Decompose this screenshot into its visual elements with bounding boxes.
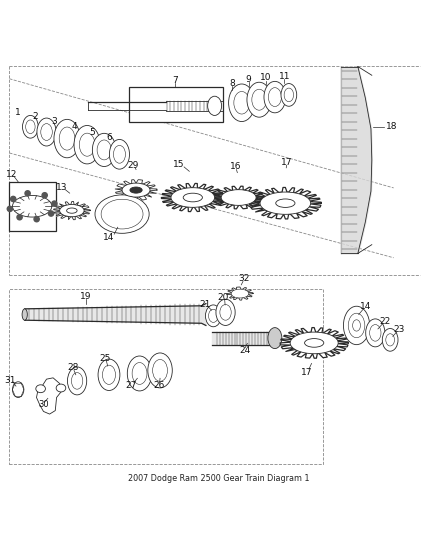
Ellipse shape [60, 205, 84, 217]
Text: 15: 15 [173, 160, 184, 169]
Ellipse shape [54, 119, 80, 158]
Ellipse shape [276, 199, 295, 207]
Ellipse shape [122, 183, 150, 197]
Text: 11: 11 [279, 72, 290, 81]
Ellipse shape [183, 193, 202, 202]
Ellipse shape [208, 96, 222, 116]
Text: 12: 12 [6, 171, 18, 179]
Text: 14: 14 [103, 233, 115, 242]
Ellipse shape [216, 299, 235, 326]
Ellipse shape [92, 133, 116, 166]
Text: 2: 2 [32, 112, 38, 121]
Circle shape [49, 211, 54, 216]
Circle shape [11, 196, 16, 201]
Text: 9: 9 [246, 75, 251, 84]
Text: 31: 31 [4, 376, 16, 384]
Ellipse shape [130, 187, 142, 193]
Circle shape [52, 201, 57, 206]
Text: 7: 7 [173, 76, 178, 85]
Polygon shape [36, 378, 62, 414]
Ellipse shape [264, 82, 286, 113]
Ellipse shape [382, 328, 398, 351]
Text: 8: 8 [229, 79, 235, 87]
Ellipse shape [36, 385, 46, 393]
Polygon shape [227, 287, 253, 300]
Polygon shape [213, 186, 264, 209]
Text: 4: 4 [71, 122, 77, 131]
Polygon shape [53, 201, 90, 220]
Ellipse shape [148, 353, 172, 388]
Ellipse shape [366, 319, 385, 347]
Ellipse shape [110, 140, 130, 169]
Text: 18: 18 [386, 122, 397, 131]
Text: 29: 29 [127, 161, 138, 169]
Text: 27: 27 [125, 381, 137, 390]
Polygon shape [161, 183, 224, 212]
Text: 3: 3 [51, 117, 57, 126]
Ellipse shape [290, 332, 338, 354]
Ellipse shape [56, 384, 66, 392]
Text: 14: 14 [360, 302, 371, 311]
Ellipse shape [22, 116, 38, 138]
Circle shape [42, 192, 47, 198]
Ellipse shape [74, 125, 100, 164]
Polygon shape [250, 188, 321, 219]
Circle shape [17, 215, 22, 220]
Ellipse shape [127, 356, 152, 391]
Text: 13: 13 [56, 182, 67, 191]
Ellipse shape [12, 382, 24, 398]
Circle shape [25, 191, 30, 196]
Ellipse shape [260, 192, 311, 214]
Text: 2007 Dodge Ram 2500 Gear Train Diagram 1: 2007 Dodge Ram 2500 Gear Train Diagram 1 [128, 474, 310, 483]
Text: 6: 6 [106, 133, 112, 142]
Ellipse shape [229, 84, 255, 122]
Ellipse shape [98, 359, 120, 391]
Polygon shape [25, 304, 206, 326]
FancyBboxPatch shape [9, 182, 56, 231]
Text: 16: 16 [230, 163, 241, 172]
Text: 1: 1 [15, 108, 21, 117]
Text: 17: 17 [281, 158, 293, 167]
Ellipse shape [343, 306, 370, 345]
Text: 23: 23 [393, 325, 405, 334]
Text: 17: 17 [300, 368, 312, 377]
Ellipse shape [67, 208, 77, 213]
Ellipse shape [247, 82, 272, 117]
Circle shape [7, 206, 13, 212]
Polygon shape [130, 87, 223, 123]
Ellipse shape [22, 309, 27, 320]
Ellipse shape [304, 338, 324, 347]
Polygon shape [212, 332, 272, 345]
Polygon shape [115, 180, 157, 200]
Ellipse shape [221, 190, 256, 205]
Circle shape [34, 216, 39, 222]
Text: 25: 25 [100, 354, 111, 362]
Polygon shape [280, 328, 348, 358]
Ellipse shape [231, 289, 249, 298]
Text: 22: 22 [379, 317, 391, 326]
Text: 32: 32 [239, 274, 250, 283]
Text: 21: 21 [199, 300, 211, 309]
Text: 24: 24 [240, 346, 251, 355]
Text: 5: 5 [89, 127, 95, 136]
Ellipse shape [67, 367, 87, 395]
Text: 20: 20 [218, 293, 229, 302]
Text: 10: 10 [260, 74, 272, 83]
Text: 19: 19 [80, 292, 92, 301]
Ellipse shape [205, 305, 221, 327]
Ellipse shape [281, 84, 297, 106]
Ellipse shape [171, 188, 215, 207]
Text: 28: 28 [67, 364, 78, 372]
Ellipse shape [268, 328, 282, 349]
Ellipse shape [95, 195, 149, 233]
Text: 30: 30 [38, 400, 49, 409]
Text: 26: 26 [153, 381, 164, 390]
Ellipse shape [37, 118, 56, 146]
